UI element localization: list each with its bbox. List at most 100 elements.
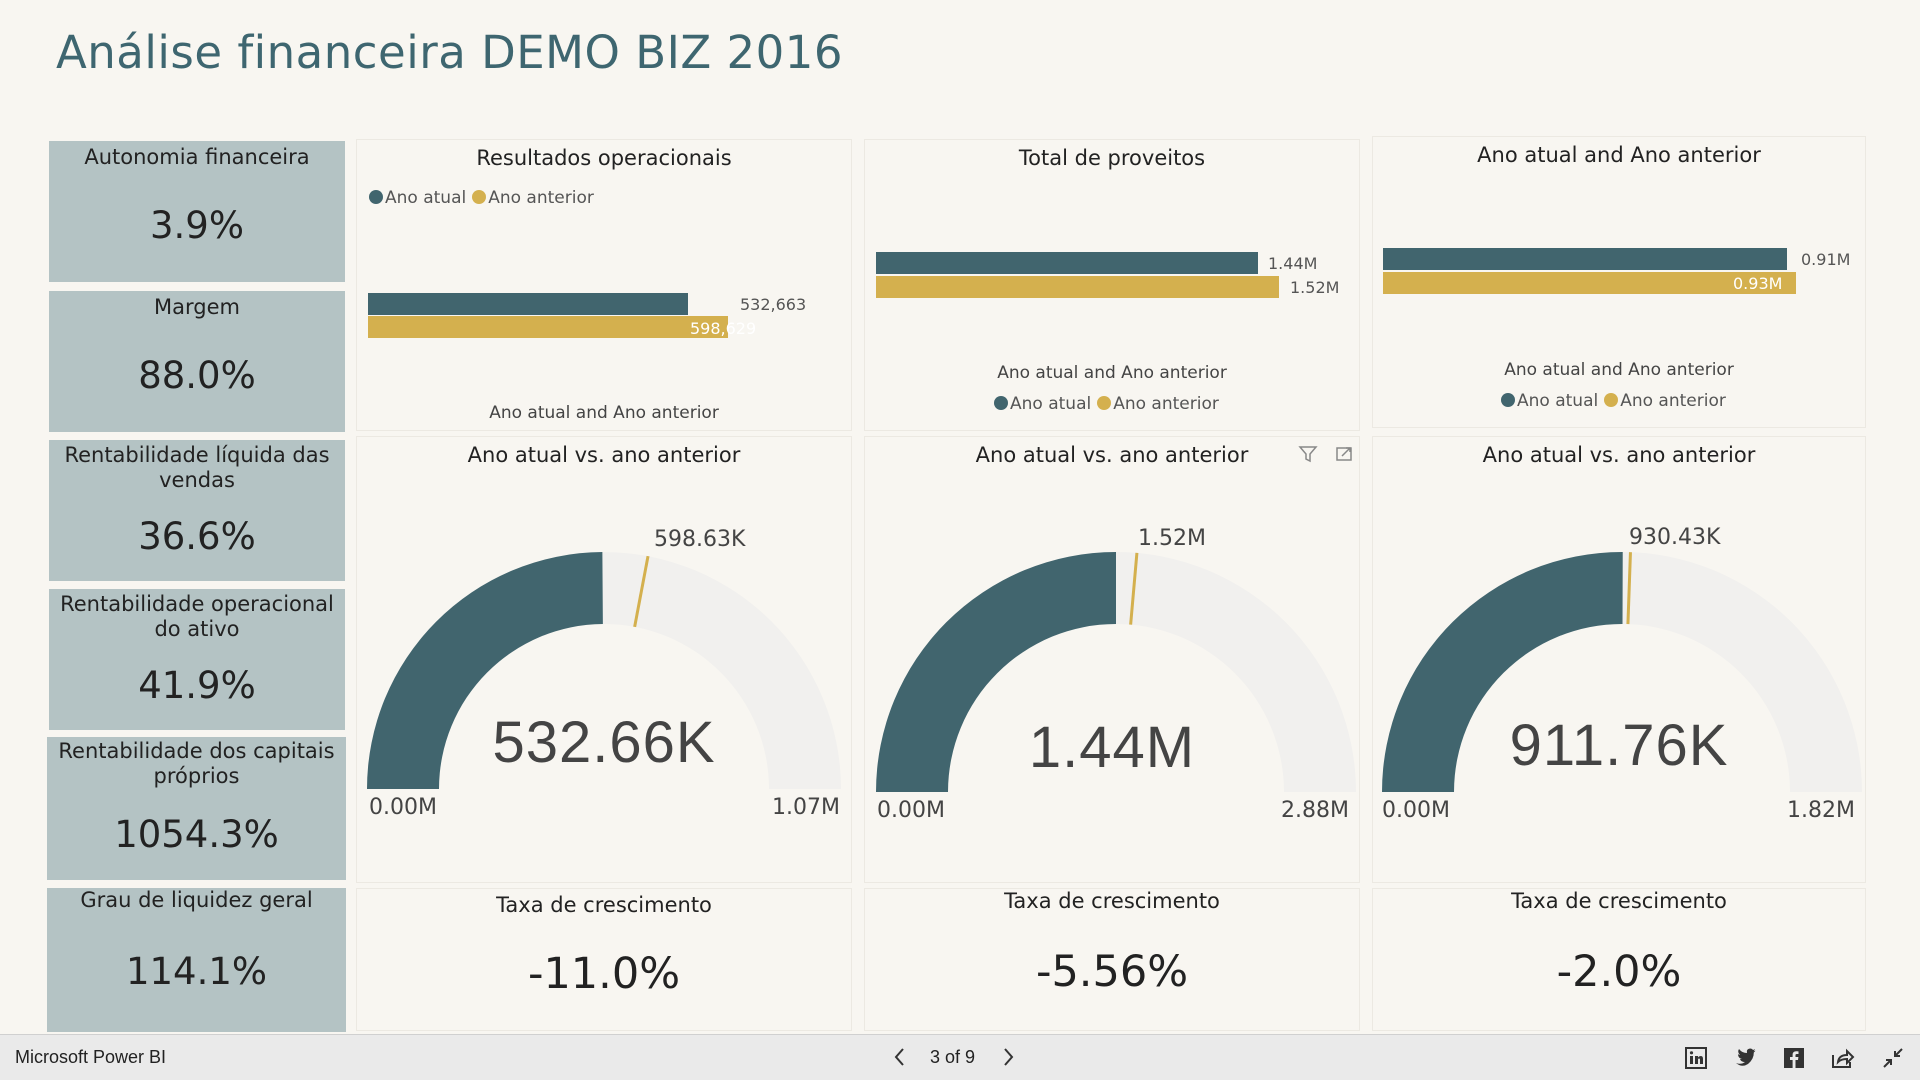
gauge-target-line bbox=[1129, 552, 1139, 625]
filter-icon[interactable] bbox=[1295, 441, 1321, 467]
gauge-panel-2[interactable]: Ano atual vs. ano anterior 1.52M 1.44M 0… bbox=[865, 437, 1359, 882]
legend-dot-icon bbox=[1097, 396, 1112, 410]
share-icon[interactable] bbox=[1830, 1045, 1856, 1071]
kpi-value: 1054.3% bbox=[114, 813, 279, 856]
axis-title: Ano atual and Ano anterior bbox=[997, 363, 1227, 383]
growth-card-2[interactable]: Taxa de crescimento -5.56% bbox=[865, 889, 1359, 1030]
bar-label-ano-anterior: 1.52M bbox=[1290, 278, 1340, 297]
facebook-icon[interactable] bbox=[1781, 1045, 1807, 1071]
gauge-chart bbox=[367, 552, 841, 789]
gauge-min-label: 0.00M bbox=[877, 798, 945, 823]
bar-ano-anterior[interactable] bbox=[876, 276, 1279, 298]
kpi-card-grau-liquidez[interactable]: Grau de liquidez geral 114.1% bbox=[47, 888, 346, 1032]
growth-value: -2.0% bbox=[1556, 947, 1682, 997]
bar-label-ano-anterior: 0.93M bbox=[1733, 274, 1783, 293]
focus-mode-icon[interactable] bbox=[1331, 441, 1357, 467]
legend-item-ano-anterior[interactable]: Ano anterior bbox=[1604, 391, 1726, 411]
kpi-value: 114.1% bbox=[125, 950, 268, 993]
twitter-icon[interactable] bbox=[1732, 1045, 1758, 1071]
legend-item-ano-anterior[interactable]: Ano anterior bbox=[1097, 394, 1219, 414]
page-title: Análise financeira DEMO BIZ 2016 bbox=[56, 26, 844, 79]
chart-title: Ano atual and Ano anterior bbox=[1477, 143, 1761, 167]
growth-title: Taxa de crescimento bbox=[1511, 889, 1727, 913]
gauge-max-label: 1.07M bbox=[772, 795, 840, 820]
bar-chart-resultados-operacionais[interactable]: Resultados operacionais Ano atual Ano ant… bbox=[357, 140, 851, 430]
gauge-max-label: 1.82M bbox=[1787, 798, 1855, 823]
legend-dot-icon bbox=[1604, 393, 1619, 407]
kpi-label: Rentabilidade operacional do ativo bbox=[60, 592, 334, 641]
gauge-target-line bbox=[1626, 552, 1632, 625]
legend-dot-icon bbox=[472, 190, 487, 204]
chart-title: Ano atual vs. ano anterior bbox=[467, 443, 741, 467]
gauge-min-label: 0.00M bbox=[1382, 798, 1450, 823]
growth-value: -11.0% bbox=[527, 949, 681, 999]
kpi-card-margem[interactable]: Margem 88.0% bbox=[49, 291, 345, 432]
legend-label: Ano atual bbox=[385, 188, 467, 208]
kpi-card-rentabilidade-liquida[interactable]: Rentabilidade líquida das vendas 36.6% bbox=[49, 440, 345, 581]
gauge-value-arc bbox=[1382, 551, 1623, 792]
kpi-value: 36.6% bbox=[138, 515, 256, 558]
footer-bar: Microsoft Power BI 3 of 9 bbox=[0, 1034, 1920, 1080]
exit-fullscreen-icon[interactable] bbox=[1880, 1045, 1906, 1071]
bar-ano-atual[interactable] bbox=[368, 293, 688, 315]
bar-ano-atual[interactable] bbox=[876, 252, 1258, 274]
previous-page-icon[interactable] bbox=[888, 1043, 912, 1071]
axis-title: Ano atual and Ano anterior bbox=[1504, 360, 1734, 380]
chart-legend: Ano atual Ano anterior bbox=[369, 188, 600, 208]
legend-label: Ano anterior bbox=[1620, 391, 1726, 411]
gauge-chart bbox=[1382, 551, 1862, 792]
bar-chart-total-proveitos[interactable]: Total de proveitos 1.44M 1.52M Ano atual… bbox=[865, 140, 1359, 430]
gauge-center-value: 911.76K bbox=[1509, 713, 1729, 778]
growth-card-1[interactable]: Taxa de crescimento -11.0% bbox=[357, 889, 851, 1030]
legend-item-ano-atual[interactable]: Ano atual bbox=[369, 188, 466, 208]
bar-label-ano-atual: 532,663 bbox=[740, 295, 807, 314]
kpi-label: Rentabilidade líquida das vendas bbox=[64, 443, 330, 492]
gauge-center-value: 1.44M bbox=[1028, 715, 1196, 780]
legend-label: Ano atual bbox=[1010, 394, 1092, 414]
bar-chart-ano-atual-and-anterior[interactable]: Ano atual and Ano anterior 0.91M 0.93M A… bbox=[1373, 137, 1865, 427]
legend-label: Ano anterior bbox=[1113, 394, 1219, 414]
linkedin-icon[interactable] bbox=[1683, 1045, 1709, 1071]
kpi-card-rentabilidade-operacional[interactable]: Rentabilidade operacional do ativo 41.9% bbox=[49, 589, 345, 730]
gauge-min-label: 0.00M bbox=[369, 795, 437, 820]
gauge-chart bbox=[876, 552, 1356, 792]
legend-label: Ano atual bbox=[1517, 391, 1599, 411]
gauge-value-arc bbox=[876, 552, 1116, 792]
growth-card-3[interactable]: Taxa de crescimento -2.0% bbox=[1373, 889, 1865, 1030]
bar-ano-anterior[interactable] bbox=[1383, 272, 1796, 294]
kpi-card-rentabilidade-capitais[interactable]: Rentabilidade dos capitais próprios 1054… bbox=[47, 737, 346, 880]
kpi-value: 41.9% bbox=[138, 664, 256, 707]
growth-title: Taxa de crescimento bbox=[1004, 889, 1220, 913]
legend-item-ano-atual[interactable]: Ano atual bbox=[1501, 391, 1598, 411]
gauge-value-arc bbox=[367, 552, 603, 789]
bar-label-ano-anterior: 598,629 bbox=[690, 319, 757, 338]
legend-dot-icon bbox=[994, 396, 1008, 410]
legend-item-ano-anterior[interactable]: Ano anterior bbox=[472, 188, 594, 208]
gauge-max-label: 2.88M bbox=[1281, 798, 1349, 823]
chart-legend: Ano atual Ano anterior bbox=[994, 394, 1225, 414]
gauge-target-label: 598.63K bbox=[654, 527, 746, 552]
gauge-center-value: 532.66K bbox=[492, 710, 716, 775]
legend-item-ano-atual[interactable]: Ano atual bbox=[994, 394, 1091, 414]
brand-link[interactable]: Microsoft Power BI bbox=[15, 1047, 167, 1067]
growth-title: Taxa de crescimento bbox=[496, 893, 712, 917]
kpi-label: Rentabilidade dos capitais próprios bbox=[58, 739, 335, 788]
kpi-value: 88.0% bbox=[138, 354, 256, 397]
chart-title: Ano atual vs. ano anterior bbox=[1482, 443, 1756, 467]
bar-label-ano-atual: 0.91M bbox=[1801, 250, 1851, 269]
axis-title: Ano atual and Ano anterior bbox=[489, 403, 719, 423]
legend-dot-icon bbox=[369, 190, 383, 204]
chart-title: Total de proveitos bbox=[1018, 146, 1206, 170]
next-page-icon[interactable] bbox=[996, 1043, 1020, 1071]
kpi-label: Grau de liquidez geral bbox=[80, 888, 313, 912]
kpi-label: Margem bbox=[154, 295, 240, 319]
gauge-panel-1[interactable]: Ano atual vs. ano anterior 598.63K 532.6… bbox=[357, 437, 851, 882]
gauge-panel-3[interactable]: Ano atual vs. ano anterior 930.43K 911.7… bbox=[1373, 437, 1865, 882]
bar-ano-anterior[interactable] bbox=[368, 316, 728, 338]
page-indicator: 3 of 9 bbox=[930, 1047, 976, 1067]
legend-dot-icon bbox=[1501, 393, 1515, 407]
kpi-card-autonomia[interactable]: Autonomia financeira 3.9% bbox=[49, 141, 345, 282]
chart-title: Ano atual vs. ano anterior bbox=[975, 443, 1249, 467]
bar-ano-atual[interactable] bbox=[1383, 248, 1787, 270]
gauge-target-label: 1.52M bbox=[1138, 526, 1206, 551]
